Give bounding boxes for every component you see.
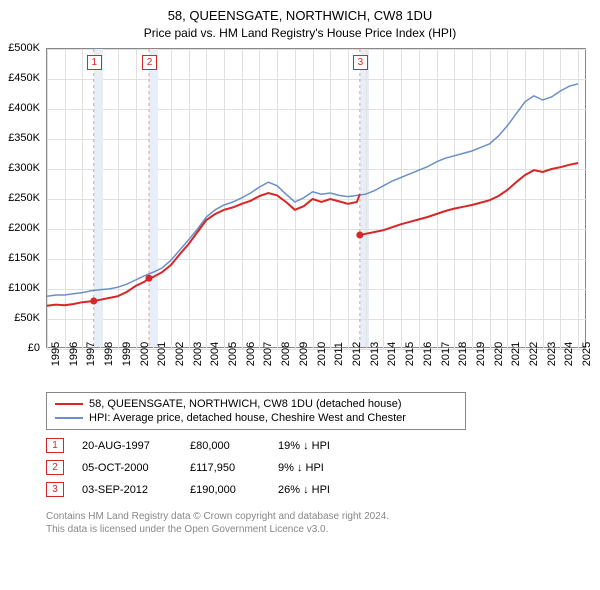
xtick-label: 1997 (85, 342, 97, 366)
xtick-label: 2022 (528, 342, 540, 366)
sale-row-num: 2 (46, 460, 64, 475)
series-hpi (47, 84, 578, 296)
ytick-label: £400K (0, 102, 40, 114)
xtick-label: 2004 (209, 342, 221, 366)
attribution-line2: This data is licensed under the Open Gov… (46, 523, 389, 536)
xtick-label: 2000 (139, 342, 151, 366)
legend-row: HPI: Average price, detached house, Ches… (55, 411, 457, 425)
ytick-label: £50K (0, 312, 40, 324)
xtick-label: 2014 (386, 342, 398, 366)
ytick-label: £150K (0, 252, 40, 264)
sale-marker-1: 1 (87, 55, 102, 70)
attribution-line1: Contains HM Land Registry data © Crown c… (46, 510, 389, 523)
sale-marker-2: 2 (142, 55, 157, 70)
xtick-label: 2010 (316, 342, 328, 366)
xtick-label: 2024 (563, 342, 575, 366)
chart-title: 58, QUEENSGATE, NORTHWICH, CW8 1DU (0, 0, 600, 23)
sale-row-price: £190,000 (190, 484, 260, 496)
legend-swatch (55, 417, 83, 419)
ytick-label: £100K (0, 282, 40, 294)
sale-row-date: 03-SEP-2012 (82, 484, 172, 496)
legend: 58, QUEENSGATE, NORTHWICH, CW8 1DU (deta… (46, 392, 466, 430)
xtick-label: 2002 (174, 342, 186, 366)
sale-dot (145, 275, 152, 282)
ytick-label: £500K (0, 42, 40, 54)
xtick-label: 2016 (422, 342, 434, 366)
sale-row: 1 20-AUG-1997 £80,000 19% ↓ HPI (46, 438, 330, 453)
attribution: Contains HM Land Registry data © Crown c… (46, 510, 389, 536)
ytick-label: £350K (0, 132, 40, 144)
sale-row-num: 3 (46, 482, 64, 497)
xtick-label: 2001 (156, 342, 168, 366)
xtick-label: 2003 (192, 342, 204, 366)
xtick-label: 2023 (546, 342, 558, 366)
xtick-label: 2021 (510, 342, 522, 366)
xtick-label: 1998 (103, 342, 115, 366)
xtick-label: 2015 (404, 342, 416, 366)
sale-dot (356, 232, 363, 239)
sale-row-price: £117,950 (190, 462, 260, 474)
xtick-label: 1999 (121, 342, 133, 366)
xtick-label: 2007 (262, 342, 274, 366)
xtick-label: 2012 (351, 342, 363, 366)
plot-area: 1 2 3 (46, 48, 586, 348)
xtick-label: 2020 (493, 342, 505, 366)
legend-row: 58, QUEENSGATE, NORTHWICH, CW8 1DU (deta… (55, 397, 457, 411)
xtick-label: 2017 (440, 342, 452, 366)
ytick-label: £250K (0, 192, 40, 204)
chart-svg (47, 49, 587, 349)
series-property (360, 163, 578, 235)
ytick-label: £450K (0, 72, 40, 84)
sale-row-hpi: 19% ↓ HPI (278, 440, 330, 452)
sale-row-hpi: 9% ↓ HPI (278, 462, 324, 474)
xtick-label: 1995 (50, 342, 62, 366)
sale-row: 2 05-OCT-2000 £117,950 9% ↓ HPI (46, 460, 324, 475)
sale-row-date: 05-OCT-2000 (82, 462, 172, 474)
sale-row-price: £80,000 (190, 440, 260, 452)
xtick-label: 2019 (475, 342, 487, 366)
legend-swatch (55, 403, 83, 405)
xtick-label: 1996 (68, 342, 80, 366)
sale-row-num: 1 (46, 438, 64, 453)
legend-label: 58, QUEENSGATE, NORTHWICH, CW8 1DU (deta… (89, 398, 402, 410)
sale-row-date: 20-AUG-1997 (82, 440, 172, 452)
series-property (47, 301, 94, 306)
xtick-label: 2011 (333, 342, 345, 366)
chart-container: 58, QUEENSGATE, NORTHWICH, CW8 1DU Price… (0, 0, 600, 590)
chart-subtitle: Price paid vs. HM Land Registry's House … (0, 23, 600, 46)
xtick-label: 2009 (298, 342, 310, 366)
xtick-label: 2018 (457, 342, 469, 366)
ytick-label: £300K (0, 162, 40, 174)
xtick-label: 2013 (369, 342, 381, 366)
ytick-label: £0 (0, 342, 40, 354)
sale-row-hpi: 26% ↓ HPI (278, 484, 330, 496)
xtick-label: 2005 (227, 342, 239, 366)
sale-dot (90, 298, 97, 305)
sale-marker-3: 3 (353, 55, 368, 70)
xtick-label: 2025 (581, 342, 593, 366)
xtick-label: 2006 (245, 342, 257, 366)
xtick-label: 2008 (280, 342, 292, 366)
legend-label: HPI: Average price, detached house, Ches… (89, 412, 406, 424)
ytick-label: £200K (0, 222, 40, 234)
series-property (149, 193, 360, 278)
sale-row: 3 03-SEP-2012 £190,000 26% ↓ HPI (46, 482, 330, 497)
